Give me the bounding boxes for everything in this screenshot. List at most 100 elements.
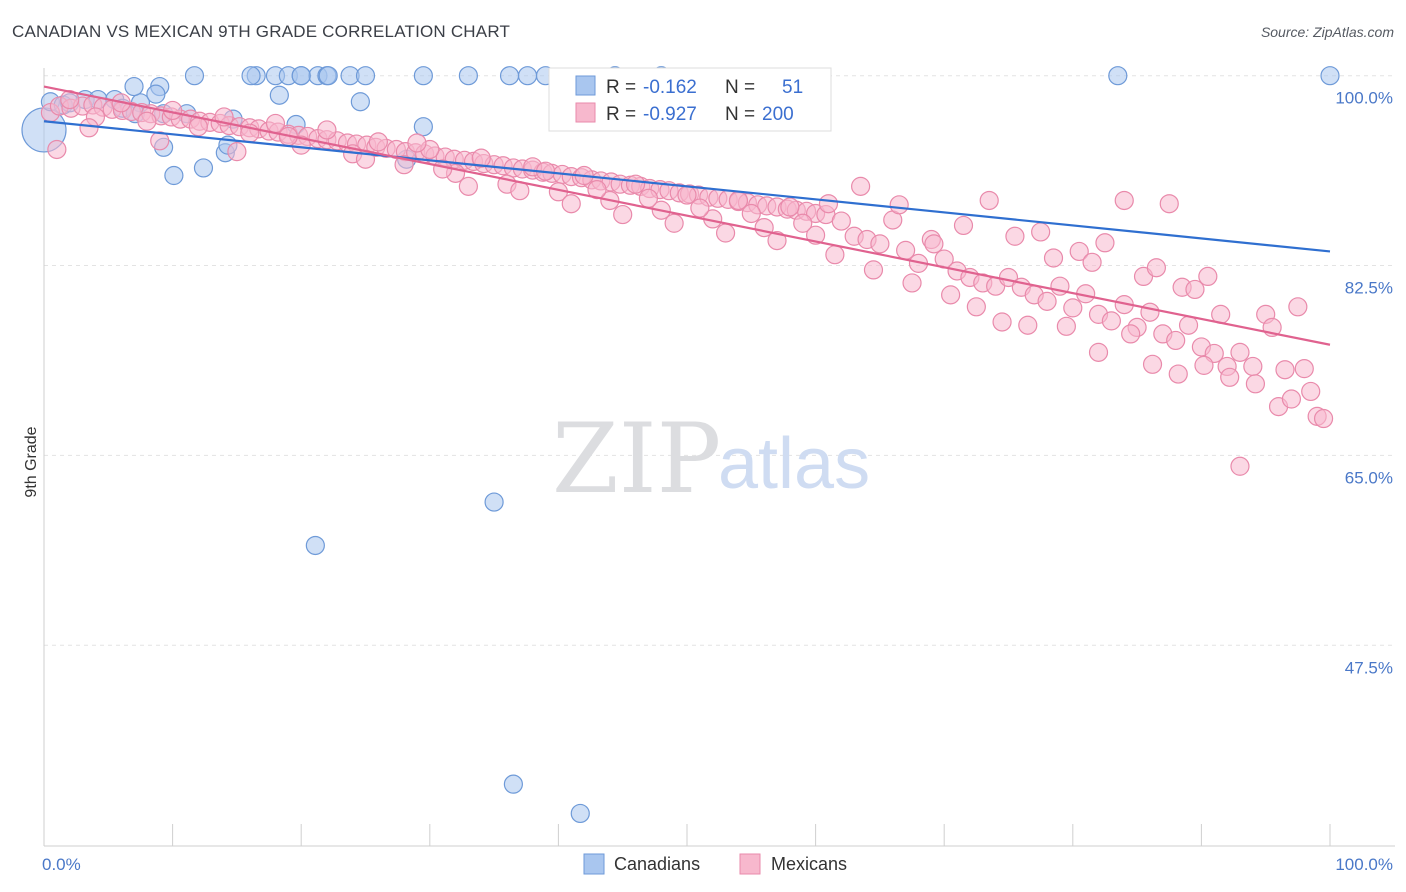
point-canadians bbox=[1320, 66, 1340, 86]
point-mexicans bbox=[825, 245, 845, 265]
point-mexicans bbox=[1275, 360, 1295, 380]
point-mexicans bbox=[1063, 298, 1083, 318]
bottom-legend-swatch-mexicans bbox=[739, 853, 761, 875]
point-mexicans bbox=[1220, 367, 1240, 387]
point-mexicans bbox=[1140, 302, 1160, 322]
point-mexicans bbox=[1313, 408, 1334, 429]
point-canadians bbox=[164, 165, 184, 186]
point-canadians bbox=[499, 66, 520, 86]
point-mexicans bbox=[767, 231, 787, 251]
point-mexicans bbox=[902, 273, 922, 293]
legend-r-label-mexicans: R = bbox=[606, 104, 636, 125]
point-canadians bbox=[146, 84, 166, 104]
point-mexicans bbox=[1114, 190, 1134, 211]
legend-n-label-mexicans: N = bbox=[725, 104, 755, 125]
legend-r-label-canadians: R = bbox=[606, 77, 636, 98]
point-mexicans bbox=[458, 176, 478, 196]
point-mexicans bbox=[941, 285, 961, 305]
point-mexicans bbox=[1166, 330, 1186, 351]
point-mexicans bbox=[1230, 456, 1250, 476]
point-mexicans bbox=[992, 312, 1012, 332]
y-tick-label: 47.5% bbox=[1345, 658, 1393, 677]
point-mexicans bbox=[1142, 354, 1163, 374]
point-mexicans bbox=[1088, 342, 1109, 362]
watermark: ZIP atlas bbox=[552, 403, 870, 515]
point-mexicans bbox=[924, 234, 944, 254]
point-mexicans bbox=[1146, 258, 1166, 278]
x-tick-label: 0.0% bbox=[42, 855, 81, 874]
watermark-zip: ZIP bbox=[552, 403, 721, 515]
point-canadians bbox=[570, 803, 590, 824]
point-canadians bbox=[413, 117, 433, 137]
y-tick-label: 82.5% bbox=[1345, 279, 1393, 298]
point-mexicans bbox=[1281, 389, 1302, 409]
point-mexicans bbox=[1121, 324, 1141, 344]
legend-n-value-canadians: 51 bbox=[782, 77, 803, 98]
bottom-legend-canadians: Canadians bbox=[614, 854, 700, 874]
legend-n-label-canadians: N = bbox=[725, 77, 755, 98]
point-mexicans bbox=[561, 194, 581, 214]
point-canadians bbox=[458, 66, 478, 86]
point-canadians bbox=[503, 774, 523, 794]
point-mexicans bbox=[953, 215, 974, 236]
tick-labels: 100.0% 82.5% 65.0% 47.5% 0.0% 100.0% bbox=[42, 89, 1393, 874]
point-mexicans bbox=[613, 204, 633, 225]
series-legend: Canadians Mexicans bbox=[583, 853, 847, 875]
point-canadians bbox=[318, 66, 338, 86]
trend-line-mexicans bbox=[43, 85, 1331, 346]
legend-swatch-canadians bbox=[575, 75, 596, 96]
watermark-atlas: atlas bbox=[718, 424, 870, 504]
point-mexicans bbox=[227, 142, 247, 162]
point-mexicans bbox=[625, 174, 646, 194]
point-mexicans bbox=[1194, 355, 1214, 375]
point-mexicans bbox=[150, 131, 170, 151]
y-tick-label: 100.0% bbox=[1335, 89, 1393, 108]
point-mexicans bbox=[664, 213, 684, 233]
chart-title: CANADIAN VS MEXICAN 9TH GRADE CORRELATIO… bbox=[12, 22, 511, 41]
trend-lines bbox=[43, 85, 1331, 346]
point-mexicans bbox=[1245, 374, 1266, 394]
point-mexicans bbox=[1095, 233, 1115, 253]
point-mexicans bbox=[966, 297, 986, 317]
point-mexicans bbox=[79, 118, 99, 138]
axes bbox=[43, 68, 1395, 847]
point-canadians bbox=[124, 76, 144, 97]
point-canadians bbox=[193, 158, 214, 178]
point-mexicans bbox=[1198, 266, 1218, 287]
point-mexicans bbox=[780, 197, 800, 217]
point-mexicans bbox=[690, 198, 710, 218]
legend-box bbox=[548, 67, 832, 132]
point-mexicans bbox=[889, 195, 909, 215]
point-mexicans bbox=[1056, 316, 1076, 336]
point-canadians bbox=[413, 66, 433, 86]
point-canadians bbox=[291, 66, 311, 86]
bottom-legend-swatch-canadians bbox=[583, 853, 605, 875]
point-mexicans bbox=[979, 190, 999, 211]
point-mexicans bbox=[1159, 194, 1179, 214]
point-mexicans bbox=[741, 203, 761, 224]
point-mexicans bbox=[1018, 315, 1038, 335]
y-tick-label: 65.0% bbox=[1345, 468, 1393, 487]
point-canadians bbox=[184, 66, 205, 86]
point-canadians bbox=[484, 492, 504, 512]
point-mexicans bbox=[638, 188, 659, 208]
point-canadians bbox=[269, 85, 289, 105]
point-mexicans bbox=[1082, 252, 1102, 272]
point-mexicans bbox=[1005, 226, 1025, 246]
point-mexicans bbox=[1031, 222, 1051, 242]
point-mexicans bbox=[715, 223, 736, 243]
point-canadians bbox=[517, 66, 538, 86]
point-mexicans bbox=[137, 111, 157, 131]
point-mexicans bbox=[1168, 364, 1188, 384]
point-mexicans bbox=[1101, 311, 1121, 331]
point-mexicans bbox=[851, 176, 871, 196]
point-mexicans bbox=[870, 234, 890, 254]
point-mexicans bbox=[317, 120, 337, 140]
stats-legend: R = -0.162 N = 51 R = -0.927 N = 200 bbox=[548, 67, 832, 132]
point-mexicans bbox=[60, 89, 80, 110]
legend-r-value-mexicans: -0.927 bbox=[643, 104, 697, 125]
point-mexicans bbox=[793, 213, 813, 233]
y-axis-label: 9th Grade bbox=[23, 426, 40, 497]
point-mexicans bbox=[1288, 297, 1308, 317]
